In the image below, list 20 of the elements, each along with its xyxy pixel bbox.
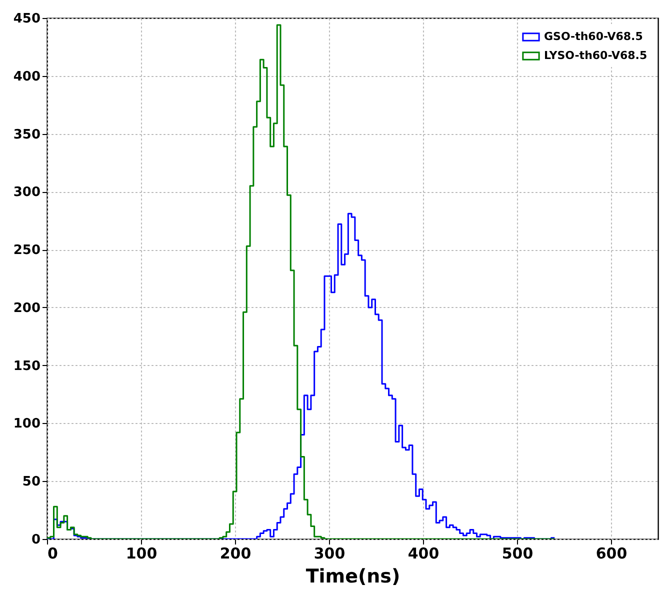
y-tick-label: 150: [13, 358, 40, 374]
y-tick-label: 0: [31, 532, 40, 548]
x-tick-label: 100: [126, 544, 158, 562]
legend-label: LYSO-th60-V68.5: [544, 49, 648, 62]
y-tick-label: 250: [13, 243, 40, 258]
legend-label: GSO-th60-V68.5: [544, 30, 643, 43]
x-axis-title: Time(ns): [306, 566, 400, 588]
y-tick-label: 350: [13, 127, 40, 142]
y-tick-label: 100: [13, 416, 40, 432]
x-tick-label: 600: [596, 544, 628, 562]
x-tick-label: 300: [314, 544, 346, 562]
x-tick-label: 200: [220, 544, 252, 562]
x-tick-label: 400: [408, 544, 440, 562]
y-tick-label: 400: [13, 69, 40, 84]
y-tick-label: 50: [22, 474, 40, 490]
y-tick-label: 300: [13, 185, 40, 200]
y-tick-label: 200: [13, 300, 40, 316]
x-tick-label: 500: [502, 544, 534, 562]
y-tick-label: 450: [13, 12, 40, 26]
x-tick-label: 0: [48, 544, 58, 562]
